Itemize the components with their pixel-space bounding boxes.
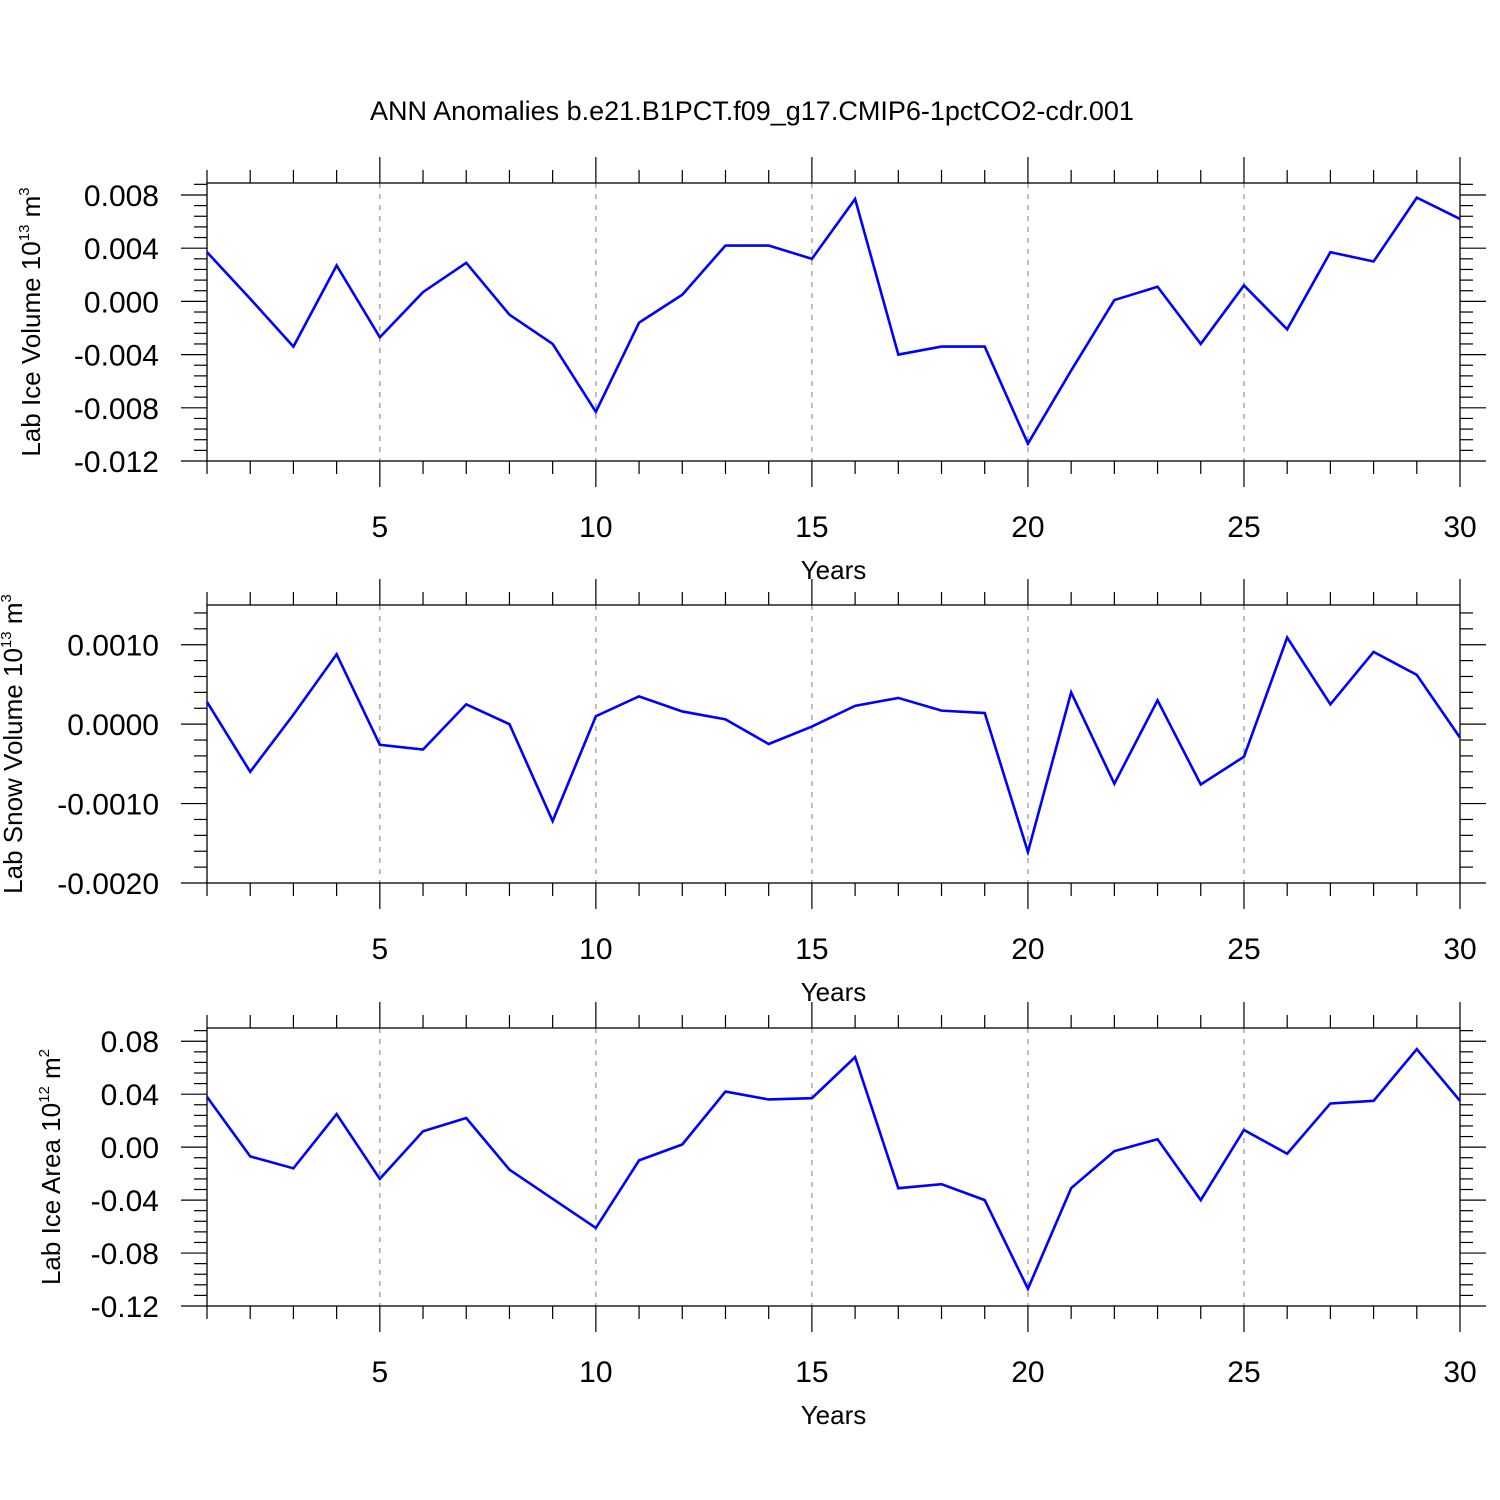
y-tick-label: -0.012 [74, 446, 159, 479]
x-tick-label: 5 [371, 1356, 388, 1389]
x-tick-label: 30 [1443, 933, 1476, 966]
y-axis-title-text: Lab Snow Volume 10 [0, 648, 28, 894]
series-line [205, 1047, 1461, 1292]
y-axis-title-unit-exponent: 2 [36, 1049, 53, 1057]
y-axis-title-unit-exponent: 3 [0, 594, 15, 602]
x-tick-label: 25 [1227, 1356, 1260, 1389]
x-axis-title: Years [801, 555, 867, 585]
x-tick-label: 20 [1011, 933, 1044, 966]
y-tick-label: 0.00 [101, 1132, 159, 1165]
x-axis-title: Years [801, 977, 867, 1007]
x-tick-label: 15 [795, 511, 828, 544]
y-axis-title: Lab Ice Volume 1013 m3 [16, 187, 46, 456]
series-line [206, 195, 1461, 447]
panel-1: -0.012 -0.008 -0.004 0.000 0.004 0.008 5 10 15 20… [16, 157, 1486, 585]
x-tick-label: 25 [1227, 511, 1260, 544]
x-tick-label: 15 [795, 933, 828, 966]
panel-3: -0.12 -0.08 -0.04 0.00 0.04 0.08 5 10 15 20 25 30 Ye… [36, 1002, 1486, 1430]
y-axis-title: Lab Snow Volume 1013 m3 [0, 594, 28, 894]
y-tick-label: 0.08 [101, 1026, 159, 1059]
y-tick-label: 0.008 [84, 180, 159, 213]
y-axis-title: Lab Ice Area 1012 m2 [36, 1049, 66, 1285]
y-tick-label: 0.004 [84, 233, 159, 266]
panel-2: -0.0020 -0.0010 0.0000 0.0010 5 10 15 20 25 30 Yea… [0, 579, 1486, 1007]
x-tick-label: 20 [1011, 1356, 1044, 1389]
x-tick-label: 30 [1443, 511, 1476, 544]
y-axis-title-unit: m [36, 1057, 66, 1086]
y-tick-label: -0.12 [91, 1291, 159, 1324]
x-tick-label: 25 [1227, 933, 1260, 966]
y-tick-label: -0.0020 [57, 868, 159, 901]
x-tick-label: 15 [795, 1356, 828, 1389]
x-tick-label: 10 [579, 1356, 612, 1389]
x-axis-title: Years [801, 1400, 867, 1430]
plot-frame [206, 1027, 1461, 1307]
y-tick-label: -0.004 [74, 340, 159, 373]
chart-title: ANN Anomalies b.e21.B1PCT.f09_g17.CMIP6-… [370, 96, 1134, 126]
y-axis-title-text: Lab Ice Volume 10 [16, 241, 46, 456]
y-axis-title-unit-exponent: 3 [16, 187, 33, 195]
plot-frame [206, 604, 1461, 884]
x-tick-label: 5 [371, 511, 388, 544]
y-tick-label: 0.0000 [67, 709, 159, 742]
y-axis-title-unit: m [16, 196, 46, 225]
y-axis-title-text: Lab Ice Area 10 [36, 1103, 66, 1285]
y-tick-label: -0.008 [74, 393, 159, 426]
series-line [205, 634, 1462, 857]
x-tick-label: 10 [579, 511, 612, 544]
x-tick-label: 30 [1443, 1356, 1476, 1389]
y-axis-title-exponent: 13 [16, 225, 33, 242]
y-tick-label: -0.08 [91, 1238, 159, 1271]
y-tick-label: 0.000 [84, 286, 159, 319]
x-tick-label: 5 [371, 933, 388, 966]
y-axis-title-exponent: 13 [0, 631, 15, 648]
y-tick-label: 0.04 [101, 1079, 159, 1112]
x-tick-label: 20 [1011, 511, 1044, 544]
y-tick-label: 0.0010 [67, 630, 159, 663]
y-axis-title-exponent: 12 [36, 1086, 53, 1103]
y-axis-title-unit: m [0, 603, 28, 632]
x-tick-label: 10 [579, 933, 612, 966]
plot-frame [206, 182, 1461, 462]
y-tick-label: -0.04 [91, 1185, 159, 1218]
y-tick-label: -0.0010 [57, 789, 159, 822]
